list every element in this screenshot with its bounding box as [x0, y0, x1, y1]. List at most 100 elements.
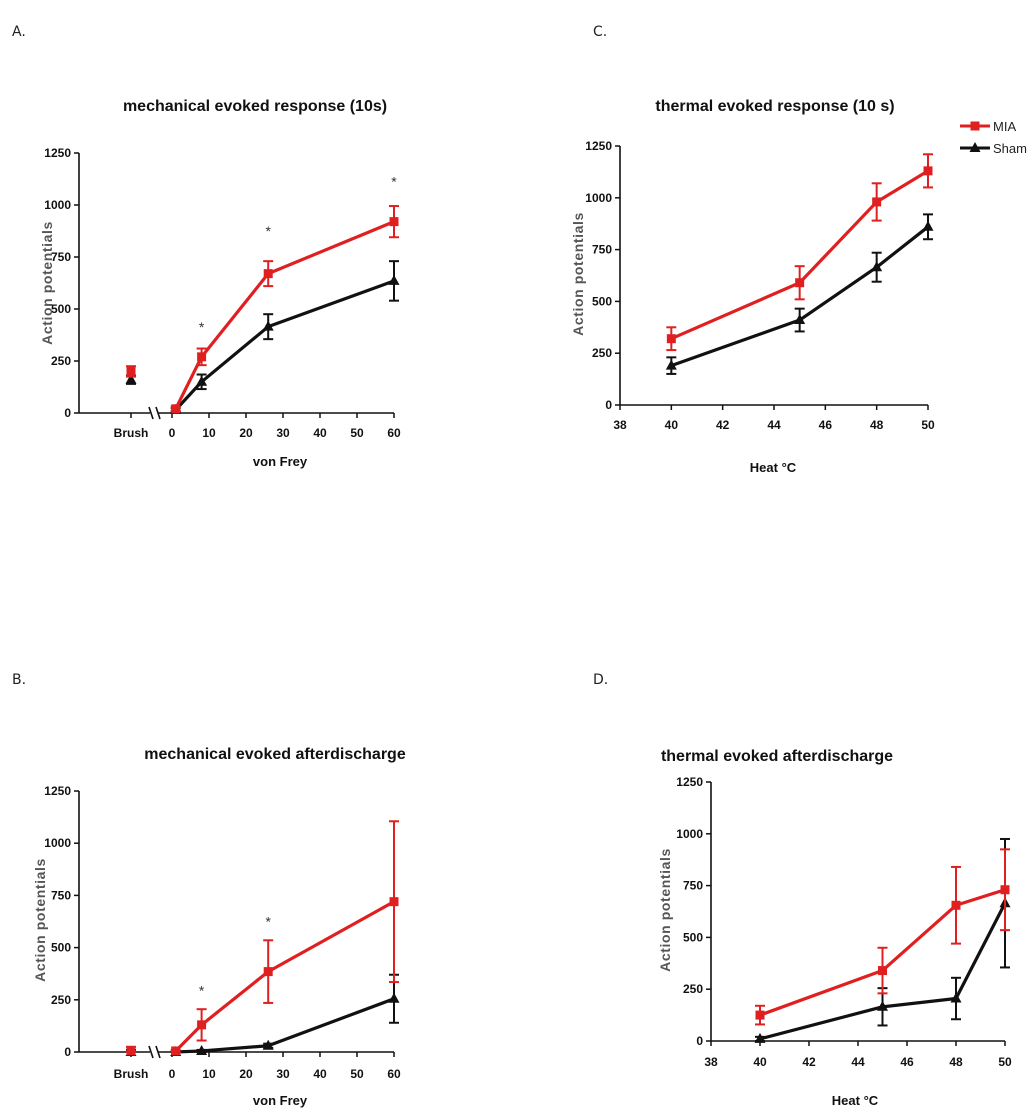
data-point — [872, 197, 882, 207]
data-point — [196, 375, 208, 386]
chart-title: thermal evoked afterdischarge — [661, 748, 893, 765]
x-tick-label: 38 — [613, 418, 627, 432]
x-axis-label: von Frey — [253, 454, 308, 469]
y-tick-label: 750 — [683, 879, 703, 893]
x-tick-label: 42 — [802, 1055, 816, 1069]
y-tick-label: 1000 — [44, 198, 71, 212]
data-point — [922, 220, 934, 231]
data-point — [666, 334, 676, 344]
x-tick-label: 60 — [387, 1067, 401, 1081]
y-tick-label: 500 — [51, 302, 71, 316]
y-tick-label: 1250 — [44, 784, 71, 798]
data-point — [263, 967, 273, 977]
data-point — [754, 1032, 766, 1043]
y-tick-label: 0 — [605, 398, 612, 412]
data-point — [197, 1020, 207, 1030]
series-mia — [126, 205, 399, 414]
x-tick-label: 30 — [276, 1067, 290, 1081]
data-point — [1000, 885, 1010, 895]
y-tick-label: 500 — [683, 930, 703, 944]
x-category-label: Brush — [114, 1067, 149, 1081]
x-tick-label: 38 — [704, 1055, 718, 1069]
x-axis-label: Heat °C — [750, 460, 797, 475]
x-tick-label: 50 — [350, 1067, 364, 1081]
x-tick-label: 48 — [949, 1055, 963, 1069]
x-tick-label: 50 — [998, 1055, 1012, 1069]
significance-star: * — [391, 173, 397, 189]
chart-title: mechanical evoked afterdischarge — [144, 746, 406, 763]
x-tick-label: 40 — [313, 426, 327, 440]
y-tick-label: 250 — [51, 993, 71, 1007]
data-point — [389, 217, 399, 227]
x-tick-label: 50 — [921, 418, 935, 432]
data-point — [171, 1046, 181, 1056]
x-tick-label: 48 — [870, 418, 884, 432]
significance-star: * — [265, 223, 271, 239]
panel-letter: B. — [12, 672, 26, 688]
series-mia — [666, 153, 933, 352]
data-point — [263, 269, 273, 279]
x-tick-label: 40 — [753, 1055, 767, 1069]
y-tick-label: 1000 — [44, 836, 71, 850]
y-axis-label: Action potentials — [570, 212, 586, 336]
y-tick-label: 0 — [64, 406, 71, 420]
x-tick-label: 20 — [239, 1067, 253, 1081]
data-point — [196, 1044, 208, 1055]
x-tick-label: 40 — [313, 1067, 327, 1081]
series-line-sham — [174, 279, 395, 411]
data-point — [665, 359, 677, 370]
data-point — [923, 166, 933, 176]
x-tick-label: 42 — [716, 418, 730, 432]
y-tick-label: 1250 — [676, 775, 703, 789]
data-point — [388, 992, 400, 1003]
panel-d: D. thermal evoked afterdischarge 0 250 500 75… — [593, 672, 1012, 1108]
y-tick-label: 0 — [64, 1045, 71, 1059]
legend-label: MIA — [993, 119, 1016, 134]
data-point — [794, 314, 806, 325]
legend-swatch-marker — [969, 142, 981, 152]
series-sham — [665, 213, 934, 375]
y-axis-label: Action potentials — [657, 848, 673, 972]
data-point — [877, 1000, 888, 1011]
x-tick-label: 44 — [851, 1055, 865, 1069]
significance-star: * — [199, 319, 205, 335]
panel-letter: C. — [593, 24, 607, 40]
significance-star: * — [199, 983, 205, 999]
legend-swatch-marker — [970, 121, 980, 131]
x-tick-label: 10 — [202, 1067, 216, 1081]
data-point — [388, 274, 400, 285]
data-point — [171, 404, 181, 414]
significance-star: * — [265, 914, 271, 930]
y-tick-label: 0 — [696, 1034, 703, 1048]
y-tick-label: 1250 — [44, 146, 71, 160]
series-mia — [755, 848, 1010, 1026]
x-tick-label: 40 — [665, 418, 679, 432]
y-tick-label: 250 — [683, 982, 703, 996]
series-line-mia — [759, 888, 1006, 1017]
x-tick-label: 30 — [276, 426, 290, 440]
panel-c: C. thermal evoked response (10 s) 0 250 500 7… — [570, 24, 935, 475]
chart-title: thermal evoked response (10 s) — [655, 98, 894, 115]
series-line-sham — [759, 902, 1007, 1041]
data-point — [951, 900, 961, 910]
panel-letter: D. — [593, 672, 608, 688]
x-tick-label: 20 — [239, 426, 253, 440]
series-mia — [126, 820, 399, 1056]
series-line-mia — [670, 169, 929, 341]
axis-break-mark — [148, 1045, 154, 1059]
y-tick-label: 1250 — [585, 139, 612, 153]
data-point — [197, 352, 207, 362]
y-tick-label: 500 — [51, 941, 71, 955]
y-tick-label: 750 — [592, 243, 612, 257]
y-tick-label: 250 — [51, 354, 71, 368]
series-sham — [754, 837, 1011, 1043]
data-point-brush — [125, 373, 137, 384]
data-point — [262, 1039, 274, 1050]
series-sham — [125, 973, 400, 1056]
series-line-sham — [175, 997, 395, 1054]
legend-label: Sham — [993, 141, 1027, 156]
series-line-mia — [174, 900, 395, 1053]
panel-letter: A. — [12, 24, 26, 40]
x-tick-label: 0 — [169, 426, 176, 440]
